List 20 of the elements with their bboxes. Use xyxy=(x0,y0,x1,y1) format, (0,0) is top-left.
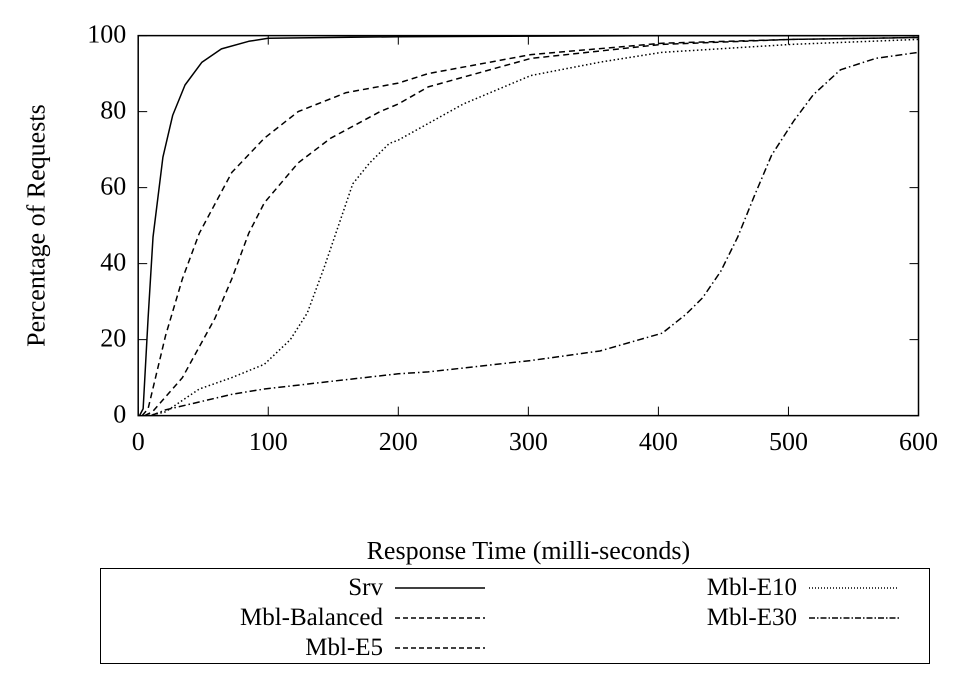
x-tick-label: 0 xyxy=(132,427,145,456)
y-tick-label: 100 xyxy=(87,19,126,48)
y-axis-title: Percentage of Requests xyxy=(21,104,50,347)
x-tick-label: 600 xyxy=(899,427,938,456)
y-tick-label: 80 xyxy=(100,95,126,124)
y-tick-label: 0 xyxy=(113,399,126,428)
x-tick-label: 100 xyxy=(248,427,288,456)
legend-label: Mbl-E30 xyxy=(706,604,797,632)
y-tick-label: 60 xyxy=(100,171,126,200)
legend-label: Mbl-E10 xyxy=(706,574,797,602)
legend-label: Mbl-Balanced xyxy=(240,604,383,632)
legend-label: Mbl-E5 xyxy=(305,634,383,662)
y-tick-label: 20 xyxy=(100,323,126,352)
legend-label: Srv xyxy=(348,574,383,602)
x-axis-title: Response Time (milli-seconds) xyxy=(366,536,690,566)
x-tick-label: 300 xyxy=(508,427,548,456)
x-tick-label: 500 xyxy=(768,427,808,456)
x-tick-label: 200 xyxy=(378,427,418,456)
y-tick-label: 40 xyxy=(100,247,126,276)
x-tick-label: 400 xyxy=(638,427,678,456)
